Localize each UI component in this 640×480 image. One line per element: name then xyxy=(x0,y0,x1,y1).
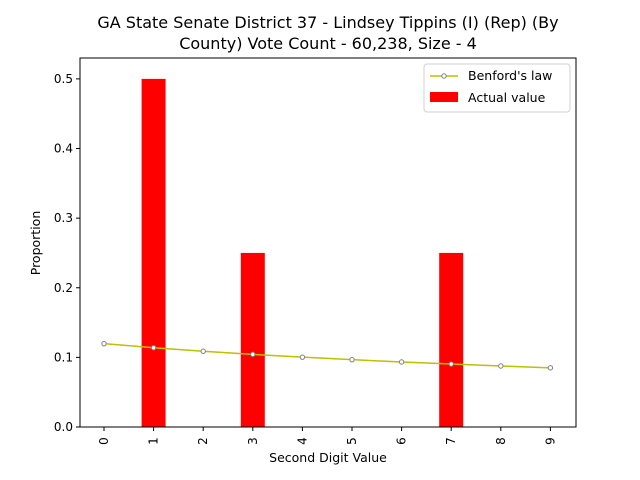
benford-point-8 xyxy=(498,363,504,369)
x-tick-label-6: 6 xyxy=(395,437,409,445)
x-tick-label-8: 8 xyxy=(494,437,508,445)
x-tick-label-4: 4 xyxy=(295,437,309,445)
x-tick-label-0: 0 xyxy=(97,437,111,445)
legend-line-marker xyxy=(441,73,447,79)
chart-title-line-2: County) Vote Count - 60,238, Size - 4 xyxy=(179,34,477,53)
x-tick-label-9: 9 xyxy=(543,437,557,445)
x-tick-label-5: 5 xyxy=(345,437,359,445)
chart-title-line-1: GA State Senate District 37 - Lindsey Ti… xyxy=(97,13,558,32)
y-tick-label-0.5: 0.5 xyxy=(54,72,73,86)
benford-point-4 xyxy=(299,354,306,360)
y-axis-label: Proportion xyxy=(28,211,43,276)
y-tick-label-0.2: 0.2 xyxy=(54,281,73,295)
benford-point-3 xyxy=(250,351,256,358)
legend-label-benford: Benford's law xyxy=(468,68,552,83)
y-tick-label-0.1: 0.1 xyxy=(54,350,73,364)
y-tick-label-0.3: 0.3 xyxy=(54,211,73,225)
x-tick-label-2: 2 xyxy=(196,437,210,445)
legend-bar-swatch xyxy=(430,92,458,102)
benford-line xyxy=(103,342,551,369)
bar-3 xyxy=(240,252,265,427)
plot-area: 0 1 2 3 4 5 6 7 8 9 0.0 0.1 0.2 0.3 0.4 0.5 xyxy=(54,72,557,445)
legend-box xyxy=(423,63,571,113)
benford-point-9 xyxy=(547,365,554,371)
benford-point-7 xyxy=(448,361,454,367)
legend: Benford's law Actual value xyxy=(423,63,571,113)
benford-point-2 xyxy=(200,348,206,354)
bar-1 xyxy=(141,78,166,428)
x-tick-label-1: 1 xyxy=(147,437,161,445)
y-tick-label-0.0: 0.0 xyxy=(54,420,73,434)
x-tick-label-3: 3 xyxy=(246,437,260,445)
y-tick-label-0.4: 0.4 xyxy=(54,142,73,156)
x-axis-label: Second Digit Value xyxy=(269,450,387,465)
x-tick-label-7: 7 xyxy=(444,437,458,445)
bar-7 xyxy=(439,252,464,427)
plot-frame xyxy=(79,57,577,428)
benford-point-0 xyxy=(101,340,107,347)
benford-point-1 xyxy=(150,344,157,351)
legend-label-actual: Actual value xyxy=(468,90,546,105)
benford-point-6 xyxy=(398,359,405,365)
benford-point-5 xyxy=(349,356,355,363)
